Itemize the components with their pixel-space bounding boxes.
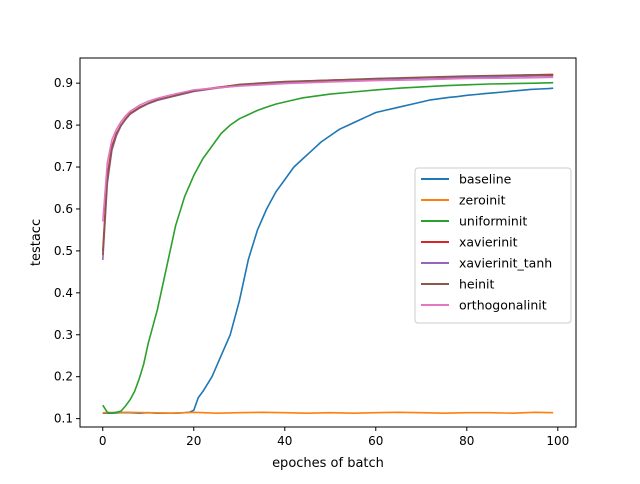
y-axis-label: testacc bbox=[29, 219, 44, 266]
series-line-zeroinit bbox=[102, 411, 554, 415]
x-tick-label: 0 bbox=[99, 434, 107, 448]
y-tick-label: 0.6 bbox=[54, 202, 73, 216]
x-axis-label: epoches of batch bbox=[272, 456, 384, 471]
y-axis-ticks: 0.1 0.2 0.3 0.4 0.5 0.6 0.7 0.8 0.9 bbox=[54, 76, 80, 426]
series-layer bbox=[102, 73, 554, 415]
legend-label-baseline: baseline bbox=[459, 172, 512, 187]
y-tick-label: 0.8 bbox=[54, 118, 73, 132]
x-tick-label: 100 bbox=[546, 434, 569, 448]
legend-label-xavierinit: xavierinit bbox=[459, 235, 518, 250]
x-axis-ticks: 0 20 40 60 80 100 bbox=[99, 427, 569, 448]
y-tick-label: 0.2 bbox=[54, 370, 73, 384]
legend-label-xavierinit_tanh: xavierinit_tanh bbox=[459, 256, 552, 271]
x-tick-label: 80 bbox=[459, 434, 474, 448]
series-line-heinit bbox=[102, 74, 554, 256]
y-tick-label: 0.4 bbox=[54, 286, 73, 300]
series-line-uniforminit bbox=[102, 81, 554, 415]
y-tick-label: 0.5 bbox=[54, 244, 73, 258]
legend-box bbox=[414, 167, 572, 324]
legend-label-orthogonalinit: orthogonalinit bbox=[459, 298, 547, 313]
legend: baseline zeroinit uniforminit xavierinit xav… bbox=[414, 167, 572, 324]
y-tick-label: 0.7 bbox=[54, 160, 73, 174]
x-tick-label: 20 bbox=[186, 434, 201, 448]
x-tick-label: 40 bbox=[277, 434, 292, 448]
y-tick-label: 0.9 bbox=[54, 76, 73, 90]
y-tick-label: 0.1 bbox=[54, 412, 73, 426]
x-tick-label: 60 bbox=[368, 434, 383, 448]
legend-label-heinit: heinit bbox=[459, 277, 494, 292]
y-tick-label: 0.3 bbox=[54, 328, 73, 342]
legend-label-zeroinit: zeroinit bbox=[459, 193, 506, 208]
series-line-orthogonalinit bbox=[102, 76, 554, 222]
axes-frame bbox=[79, 57, 577, 428]
legend-label-uniforminit: uniforminit bbox=[459, 214, 527, 229]
